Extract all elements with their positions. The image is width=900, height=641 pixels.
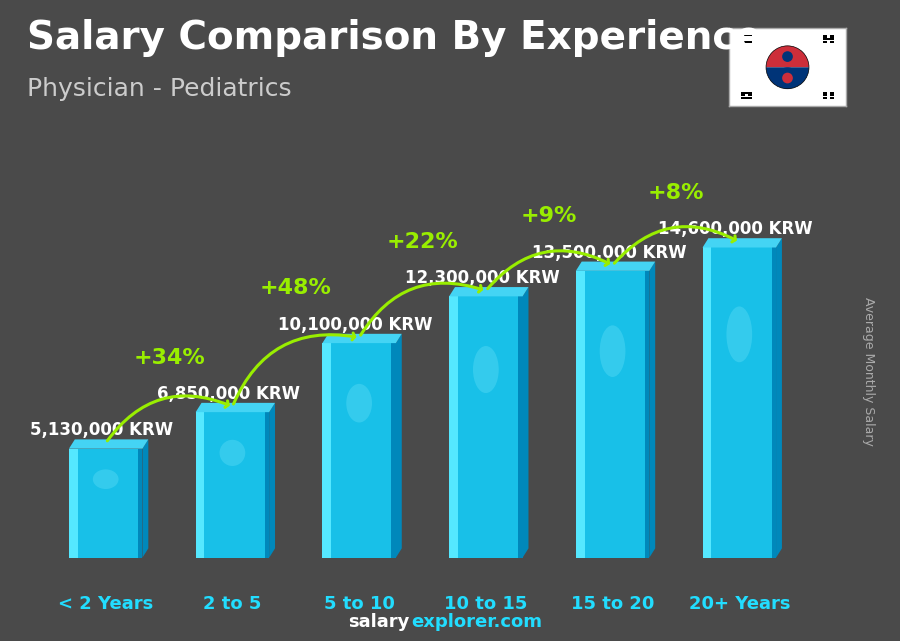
Polygon shape [195, 403, 275, 412]
Polygon shape [523, 287, 528, 558]
Circle shape [782, 72, 793, 83]
Polygon shape [576, 262, 655, 271]
Ellipse shape [220, 440, 246, 466]
Circle shape [777, 46, 798, 67]
Polygon shape [69, 449, 77, 558]
Text: 5 to 10: 5 to 10 [324, 595, 394, 613]
Polygon shape [741, 38, 752, 40]
Polygon shape [823, 97, 827, 99]
Text: 10 to 15: 10 to 15 [445, 595, 527, 613]
Text: 6,850,000 KRW: 6,850,000 KRW [158, 385, 301, 403]
Polygon shape [741, 94, 745, 96]
Text: 2 to 5: 2 to 5 [203, 595, 262, 613]
Ellipse shape [346, 384, 372, 422]
Polygon shape [69, 439, 148, 449]
Polygon shape [823, 38, 834, 40]
Text: < 2 Years: < 2 Years [58, 595, 153, 613]
Polygon shape [830, 92, 834, 94]
Text: +9%: +9% [521, 206, 578, 226]
Polygon shape [269, 403, 275, 558]
Text: Salary Comparison By Experience: Salary Comparison By Experience [27, 19, 761, 57]
Ellipse shape [93, 469, 119, 489]
Polygon shape [823, 94, 827, 96]
Polygon shape [703, 247, 776, 558]
Polygon shape [449, 296, 458, 558]
Text: 20+ Years: 20+ Years [688, 595, 790, 613]
Polygon shape [830, 35, 834, 38]
Polygon shape [142, 439, 148, 558]
Polygon shape [776, 238, 782, 558]
Polygon shape [265, 412, 269, 558]
Polygon shape [823, 92, 827, 94]
Polygon shape [830, 97, 834, 99]
Polygon shape [703, 247, 711, 558]
Polygon shape [322, 343, 331, 558]
Polygon shape [741, 35, 752, 38]
Polygon shape [138, 449, 142, 558]
Polygon shape [649, 262, 655, 558]
Text: 13,500,000 KRW: 13,500,000 KRW [532, 244, 686, 262]
Polygon shape [748, 94, 752, 96]
Polygon shape [645, 271, 649, 558]
Text: +8%: +8% [648, 183, 704, 203]
Polygon shape [823, 41, 827, 43]
Polygon shape [449, 296, 523, 558]
Polygon shape [518, 296, 523, 558]
Polygon shape [741, 92, 752, 94]
Polygon shape [576, 271, 649, 558]
Polygon shape [449, 287, 528, 296]
Polygon shape [576, 271, 585, 558]
Text: +22%: +22% [387, 232, 458, 252]
Text: explorer.com: explorer.com [411, 613, 543, 631]
Circle shape [777, 67, 798, 88]
Text: 14,600,000 KRW: 14,600,000 KRW [658, 221, 813, 238]
Polygon shape [703, 238, 782, 247]
Polygon shape [396, 334, 401, 558]
Ellipse shape [726, 306, 752, 362]
Text: +34%: +34% [133, 347, 205, 367]
Wedge shape [766, 67, 809, 88]
Polygon shape [823, 35, 827, 38]
Text: Physician - Pediatrics: Physician - Pediatrics [27, 77, 292, 101]
Text: 10,100,000 KRW: 10,100,000 KRW [278, 316, 433, 334]
Polygon shape [830, 94, 834, 96]
Text: 15 to 20: 15 to 20 [571, 595, 654, 613]
Text: 5,130,000 KRW: 5,130,000 KRW [31, 421, 174, 439]
Text: salary: salary [348, 613, 410, 631]
Polygon shape [195, 412, 204, 558]
Text: 12,300,000 KRW: 12,300,000 KRW [405, 269, 560, 287]
Polygon shape [771, 247, 776, 558]
Text: Average Monthly Salary: Average Monthly Salary [862, 297, 875, 446]
Polygon shape [830, 41, 834, 43]
Polygon shape [741, 41, 752, 43]
Polygon shape [392, 343, 396, 558]
Polygon shape [741, 97, 752, 99]
Polygon shape [195, 412, 269, 558]
Circle shape [782, 51, 793, 62]
Wedge shape [766, 46, 809, 67]
Ellipse shape [473, 346, 499, 393]
Polygon shape [322, 343, 396, 558]
Text: +48%: +48% [260, 278, 332, 299]
Ellipse shape [599, 326, 625, 377]
Polygon shape [322, 334, 401, 343]
Polygon shape [69, 449, 142, 558]
